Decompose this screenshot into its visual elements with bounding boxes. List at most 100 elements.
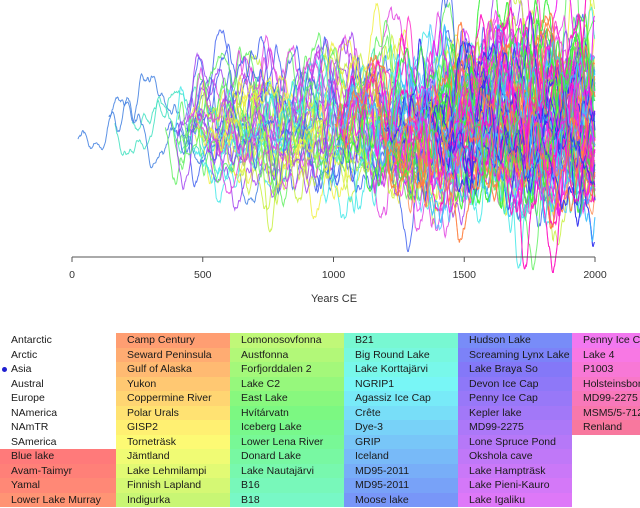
series-line: [429, 32, 596, 210]
legend-site-item[interactable]: Lomonosovfonna: [230, 333, 344, 348]
legend-site-item[interactable]: Finnish Lapland: [116, 478, 230, 493]
series-line: [462, 6, 596, 187]
series-line: [384, 21, 596, 213]
series-line: [203, 15, 596, 225]
legend-site-item[interactable]: Screaming Lynx Lake: [458, 347, 572, 362]
series-line: [431, 75, 596, 194]
legend-site-item[interactable]: Lake Hampträsk: [458, 463, 572, 478]
legend-site-item[interactable]: Yukon: [116, 376, 230, 391]
legend-site-item[interactable]: Coppermine River: [116, 391, 230, 406]
legend-site-item[interactable]: Lake Pieni-Kauro: [458, 478, 572, 493]
legend-region-column: Antarctic Arctic Asia Austral Europe NAmerica…: [0, 333, 116, 449]
legend-site-item[interactable]: MD95-2011: [344, 478, 458, 493]
x-axis-title: Years CE: [311, 293, 357, 305]
legend-site-item[interactable]: Seward Peninsula: [116, 347, 230, 362]
legend-site-item[interactable]: Avam-Taimyr: [0, 463, 116, 478]
legend-site-item[interactable]: Moose lake: [344, 492, 458, 507]
region-label: Arctic: [11, 348, 38, 361]
legend-site-item[interactable]: B18: [230, 492, 344, 507]
legend-site-item[interactable]: Indigurka: [116, 492, 230, 507]
legend-site-item[interactable]: MD99-2275: [572, 391, 640, 406]
legend-site-item[interactable]: Big Round Lake: [344, 347, 458, 362]
legend-site-item[interactable]: Penny Ice Cap: [458, 391, 572, 406]
legend-site-item[interactable]: Lake Korttajärvi: [344, 362, 458, 377]
region-item[interactable]: NAmTR: [0, 420, 116, 435]
x-tick-label: 1500: [453, 269, 477, 281]
legend-site-item[interactable]: Hvítárvatn: [230, 405, 344, 420]
legend-site-column: Lomonosovfonna Austfonna Forfjorddalen 2 La…: [230, 333, 344, 507]
legend-site-item[interactable]: NGRIP1: [344, 376, 458, 391]
legend-site-item[interactable]: Holsteinsborg: [572, 376, 640, 391]
region-item[interactable]: Asia: [0, 362, 116, 377]
region-label: NAmerica: [11, 406, 58, 419]
proxy-series-plot: 0 500 1000 1500 2000 Years CE: [69, 0, 607, 305]
x-tick-label: 500: [194, 269, 212, 281]
series-line: [339, 33, 595, 190]
legend-site-item[interactable]: Lower Lena River: [230, 434, 344, 449]
legend-site-item[interactable]: Iceberg Lake: [230, 420, 344, 435]
legend-site-item[interactable]: MD95-2011: [344, 463, 458, 478]
x-axis: 0 500 1000 1500 2000: [69, 256, 607, 281]
legend-site-item[interactable]: Renland: [572, 420, 640, 435]
legend-site-item[interactable]: Penny Ice Cap: [572, 333, 640, 348]
region-item[interactable]: Austral: [0, 377, 116, 392]
legend-site-column: B21 Big Round Lake Lake Korttajärvi NGRIP1 A…: [344, 333, 458, 507]
legend-site-item[interactable]: Lake C2: [230, 376, 344, 391]
series-line: [460, 67, 596, 194]
legend-site-item[interactable]: Blue lake: [0, 449, 116, 464]
legend-site-item[interactable]: Forfjorddalen 2: [230, 362, 344, 377]
region-item[interactable]: NAmerica: [0, 406, 116, 421]
legend-site-item[interactable]: Lone Spruce Pond: [458, 434, 572, 449]
series-line: [359, 43, 595, 208]
legend-site-item[interactable]: Donard Lake: [230, 449, 344, 464]
legend-site-item[interactable]: Hudson Lake: [458, 333, 572, 348]
series-line: [222, 9, 596, 216]
legend-site-item[interactable]: Crête: [344, 405, 458, 420]
series-line: [192, 13, 596, 196]
legend-site-item[interactable]: MSM5/5-712: [572, 405, 640, 420]
legend-site-column: Penny Ice CapLake 4P1003HolsteinsborgMD9…: [572, 333, 640, 435]
series-line: [336, 27, 596, 210]
legend-site-item[interactable]: GISP2: [116, 420, 230, 435]
legend-site-item[interactable]: Dye-3: [344, 420, 458, 435]
legend-site-item[interactable]: GRIP: [344, 434, 458, 449]
region-item[interactable]: SAmerica: [0, 435, 116, 450]
region-item[interactable]: Europe: [0, 391, 116, 406]
legend-site-item[interactable]: Lake 4: [572, 347, 640, 362]
legend-site-item[interactable]: MD99-2275: [458, 420, 572, 435]
legend-site-item[interactable]: Jämtland: [116, 449, 230, 464]
legend-site-item[interactable]: Yamal: [0, 478, 116, 493]
legend-site-column: Hudson Lake Screaming Lynx Lake Lake Braya…: [458, 333, 572, 507]
legend-site-item[interactable]: Lower Lake Murray: [0, 492, 116, 507]
legend-site-item[interactable]: Lake Igaliku: [458, 492, 572, 507]
legend-site-item[interactable]: Kepler lake: [458, 405, 572, 420]
selected-dot-icon: [2, 367, 7, 372]
legend-site-item[interactable]: Polar Urals: [116, 405, 230, 420]
legend-site-item[interactable]: Agassiz Ice Cap: [344, 391, 458, 406]
region-item[interactable]: Antarctic: [0, 333, 116, 348]
legend-site-item[interactable]: B21: [344, 333, 458, 348]
legend-site-item[interactable]: Gulf of Alaska: [116, 362, 230, 377]
x-tick-label: 1000: [322, 269, 346, 281]
legend-site-item[interactable]: Camp Century: [116, 333, 230, 348]
region-label: SAmerica: [11, 435, 57, 448]
region-label: Austral: [11, 377, 44, 390]
legend-site-item[interactable]: Lake Lehmilampi: [116, 463, 230, 478]
series-line: [382, 49, 596, 214]
legend-site-item[interactable]: Lake Braya So: [458, 362, 572, 377]
x-tick-label: 2000: [583, 269, 607, 281]
series-line: [415, 9, 596, 213]
legend-site-item[interactable]: P1003: [572, 362, 640, 377]
legend-site-item[interactable]: B16: [230, 478, 344, 493]
legend-site-item[interactable]: Okshola cave: [458, 449, 572, 464]
region-label: Europe: [11, 392, 45, 404]
legend-site-item[interactable]: East Lake: [230, 391, 344, 406]
legend-site-item[interactable]: Iceland: [344, 449, 458, 464]
legend-site-item[interactable]: Lake Nautajärvi: [230, 463, 344, 478]
legend-site-column: Camp Century Seward Peninsula Gulf of Alas…: [116, 333, 230, 507]
legend-site-item[interactable]: Torneträsk: [116, 434, 230, 449]
series-lines: [77, 0, 596, 273]
legend-site-item[interactable]: Austfonna: [230, 347, 344, 362]
region-item[interactable]: Arctic: [0, 348, 116, 363]
legend-site-item[interactable]: Devon Ice Cap: [458, 376, 572, 391]
